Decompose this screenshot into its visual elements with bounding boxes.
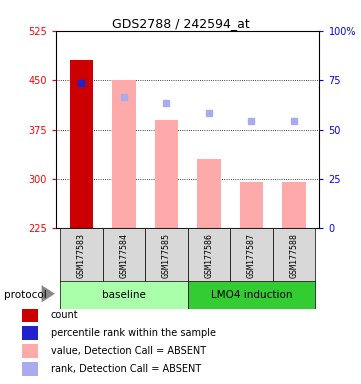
Text: count: count <box>51 310 78 320</box>
Text: GSM177585: GSM177585 <box>162 233 171 278</box>
Text: GSM177587: GSM177587 <box>247 233 256 278</box>
Text: GSM177586: GSM177586 <box>204 233 213 278</box>
Bar <box>188 228 230 282</box>
Bar <box>22 362 38 376</box>
Bar <box>22 344 38 358</box>
Bar <box>70 60 93 228</box>
Bar <box>155 120 178 228</box>
Polygon shape <box>42 285 55 303</box>
Bar <box>145 228 188 282</box>
Bar <box>282 182 306 228</box>
Text: LMO4 induction: LMO4 induction <box>211 290 292 300</box>
Text: percentile rank within the sample: percentile rank within the sample <box>51 328 216 338</box>
Text: GSM177588: GSM177588 <box>290 233 299 278</box>
Text: GDS2788 / 242594_at: GDS2788 / 242594_at <box>112 17 249 30</box>
Text: GSM177583: GSM177583 <box>77 233 86 278</box>
Bar <box>22 308 38 322</box>
Bar <box>230 228 273 282</box>
Text: rank, Detection Call = ABSENT: rank, Detection Call = ABSENT <box>51 364 201 374</box>
Bar <box>60 281 188 309</box>
Bar <box>240 182 263 228</box>
Bar <box>60 228 103 282</box>
Bar <box>188 281 315 309</box>
Text: value, Detection Call = ABSENT: value, Detection Call = ABSENT <box>51 346 206 356</box>
Text: GSM177584: GSM177584 <box>119 233 129 278</box>
Bar <box>273 228 315 282</box>
Text: protocol: protocol <box>4 290 46 300</box>
Bar <box>197 159 221 228</box>
Bar <box>112 80 136 228</box>
Bar <box>103 228 145 282</box>
Bar <box>22 326 38 340</box>
Text: baseline: baseline <box>102 290 146 300</box>
